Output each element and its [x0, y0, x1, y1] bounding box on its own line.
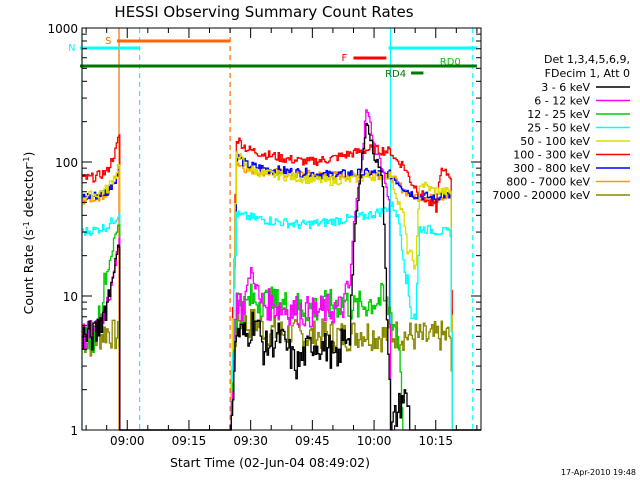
- legend-label-3: 25 - 50 keV: [527, 122, 590, 135]
- series-line-8: [82, 301, 481, 431]
- legend-label-6: 300 - 800 keV: [513, 162, 590, 175]
- x-tick-labels: 09:00 09:15 09:30 09:45 10:00 10:15: [110, 434, 453, 448]
- x-tick-label-3: 09:45: [295, 434, 330, 448]
- legend-label-2: 12 - 25 keV: [527, 108, 590, 121]
- series-line-7: [82, 162, 481, 431]
- x-axis-label: Start Time (02-Jun-04 08:49:02): [170, 455, 370, 470]
- y-tick-label-0: 1000: [47, 22, 78, 36]
- series-line-5: [82, 134, 481, 431]
- y-axis-label: Count Rate (s-1 detector-1): [21, 152, 36, 315]
- flag-label-1: N: [68, 43, 75, 54]
- plot-frame: [81, 27, 482, 431]
- legend-header-1: Det 1,3,4,5,6,9,: [544, 53, 630, 66]
- flag-label-0: S: [105, 36, 111, 47]
- flag-label-3: RD0: [440, 57, 461, 68]
- legend-label-0: 3 - 6 keV: [541, 81, 590, 94]
- legend-label-5: 100 - 300 keV: [513, 149, 590, 162]
- chart-title: HESSI Observing Summary Count Rates: [114, 3, 413, 21]
- y-tick-labels: 1000 100 10 1: [47, 22, 78, 438]
- timestamp: 17-Apr-2010 19:48: [561, 468, 636, 477]
- axes: [81, 27, 482, 431]
- x-tick-label-2: 09:30: [233, 434, 268, 448]
- series-line-0: [82, 122, 481, 431]
- series-line-1: [82, 109, 481, 431]
- flag-label-4: RD4: [385, 69, 406, 80]
- legend: Det 1,3,4,5,6,9, FDecim 1, Att 0 3 - 6 k…: [492, 53, 630, 202]
- vertical-markers: [81, 28, 474, 430]
- x-tick-label-5: 10:15: [418, 434, 453, 448]
- y-tick-label-1: 100: [55, 156, 78, 170]
- legend-label-8: 7000 - 20000 keV: [492, 189, 590, 202]
- x-tick-label-1: 09:15: [172, 434, 207, 448]
- flag-label-2: F: [341, 53, 347, 64]
- legend-label-7: 800 - 7000 keV: [506, 176, 590, 189]
- series-line-4: [82, 151, 481, 431]
- x-tick-label-0: 09:00: [110, 434, 145, 448]
- series-layer: [82, 109, 481, 431]
- y-tick-label-2: 10: [63, 290, 78, 304]
- legend-label-4: 50 - 100 keV: [520, 135, 590, 148]
- x-tick-label-4: 10:00: [357, 434, 392, 448]
- flag-bars: S N F RD0 RD4: [68, 36, 477, 80]
- legend-header-2: FDecim 1, Att 0: [545, 67, 630, 80]
- series-line-3: [82, 201, 481, 431]
- legend-label-1: 6 - 12 keV: [534, 95, 590, 108]
- y-tick-label-3: 1: [70, 424, 78, 438]
